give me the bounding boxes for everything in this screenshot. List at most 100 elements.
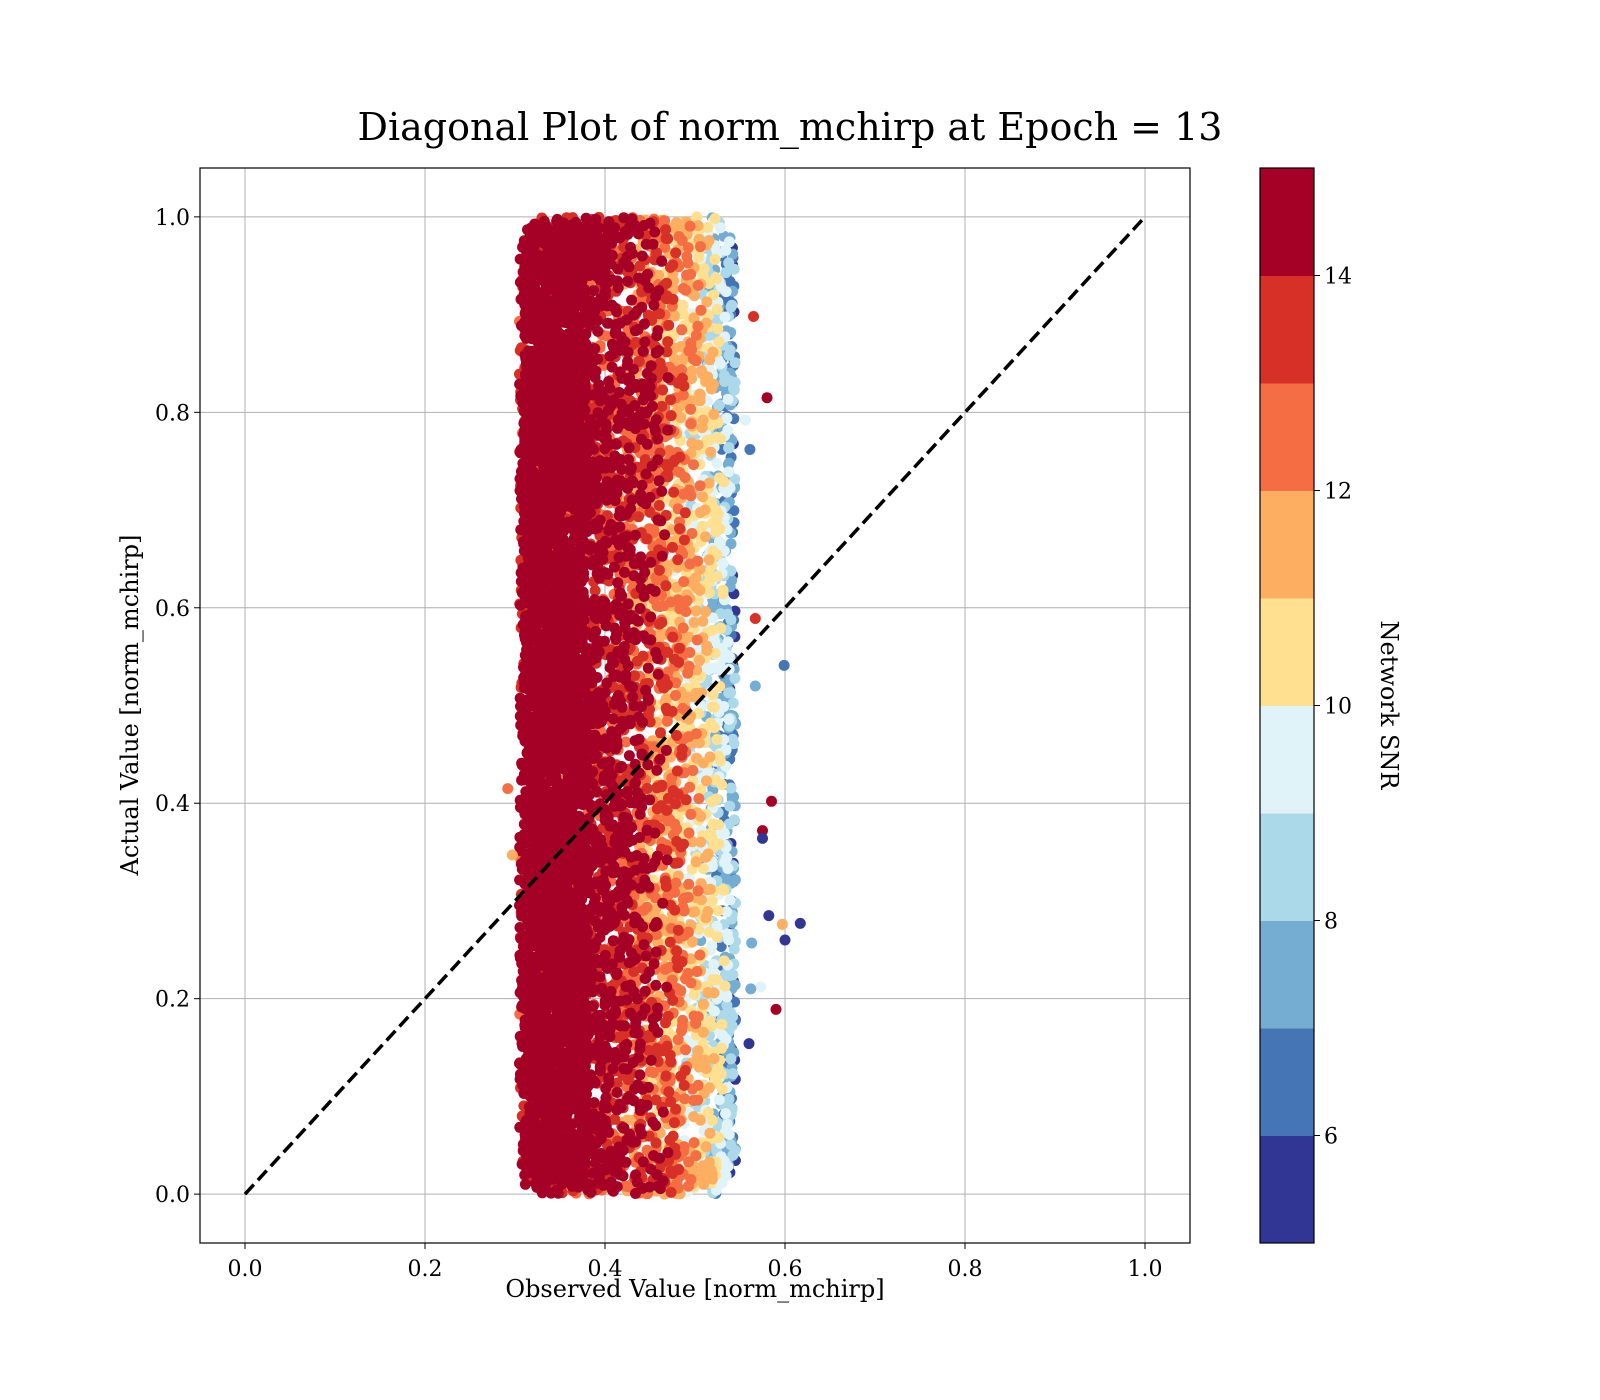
scatter-point xyxy=(723,687,735,699)
chart-title: Diagonal Plot of norm_mchirp at Epoch = … xyxy=(358,105,1223,150)
scatter-point xyxy=(728,814,740,826)
scatter-point xyxy=(676,354,688,366)
scatter-point xyxy=(701,775,712,787)
scatter-point xyxy=(667,541,678,553)
scatter-point xyxy=(653,285,665,297)
scatter-point xyxy=(634,1038,646,1050)
scatter-point xyxy=(676,1025,687,1037)
scatter-point xyxy=(677,372,688,384)
scatter-point xyxy=(727,1068,739,1080)
scatter-point xyxy=(662,424,674,436)
scatter-point xyxy=(679,472,691,483)
scatter-point xyxy=(685,418,697,430)
scatter-point xyxy=(700,606,712,618)
scatter-point xyxy=(697,368,708,380)
scatter-point xyxy=(660,580,672,592)
scatter-point xyxy=(691,966,703,977)
scatter-point xyxy=(670,1103,682,1115)
scatter-point xyxy=(652,850,663,862)
scatter-point xyxy=(723,713,735,725)
scatter-point xyxy=(656,781,667,793)
scatter-point xyxy=(656,550,668,562)
scatter-point xyxy=(724,894,736,906)
scatter-point xyxy=(648,920,660,932)
scatter-point xyxy=(665,394,677,406)
scatter-point xyxy=(712,905,724,917)
scatter-point xyxy=(706,895,718,907)
scatter-point xyxy=(717,584,729,596)
scatter-point xyxy=(690,605,702,617)
scatter-point xyxy=(693,252,705,264)
scatter-point xyxy=(693,793,705,805)
scatter-point xyxy=(638,939,650,951)
scatter-point xyxy=(634,603,646,614)
scatter-point xyxy=(708,959,720,970)
scatter-point xyxy=(671,836,683,847)
scatter-point xyxy=(660,1070,672,1082)
scatter-point xyxy=(709,253,721,265)
scatter-point xyxy=(685,403,697,415)
scatter-point xyxy=(653,345,665,357)
scatter-point xyxy=(723,466,735,478)
scatter-point xyxy=(705,446,717,458)
scatter-point xyxy=(718,476,730,488)
scatter-point xyxy=(724,800,736,812)
scatter-point xyxy=(725,782,737,794)
scatter-point xyxy=(704,1127,716,1139)
scatter-point xyxy=(729,357,741,369)
scatter-point xyxy=(678,488,690,500)
scatter-point xyxy=(680,284,692,296)
scatter-point xyxy=(676,235,688,246)
scatter-point xyxy=(725,1053,737,1065)
scatter-point xyxy=(708,1005,720,1017)
scatter-point xyxy=(698,263,710,275)
scatter-point xyxy=(722,608,734,620)
scatter-point xyxy=(648,958,660,970)
scatter-point xyxy=(697,998,709,1010)
scatter-point xyxy=(661,705,673,717)
scatter-point xyxy=(638,853,650,864)
scatter-point xyxy=(684,220,696,232)
scatter-point xyxy=(692,885,704,897)
scatter-point xyxy=(683,878,695,890)
scatter-point xyxy=(661,854,673,866)
scatter-point xyxy=(729,376,741,388)
scatter-point xyxy=(645,611,657,623)
scatter-point xyxy=(693,1061,705,1073)
scatter-point xyxy=(714,755,726,767)
scatter-point xyxy=(641,438,653,450)
scatter-point xyxy=(721,486,733,498)
scatter-point xyxy=(708,408,720,420)
scatter-point xyxy=(705,383,717,395)
scatter-point xyxy=(679,507,691,519)
scatter-point xyxy=(685,977,697,989)
scatter-point xyxy=(650,979,662,991)
scatter-point xyxy=(690,856,702,868)
scatter-point xyxy=(659,529,671,541)
scatter-point xyxy=(701,644,713,656)
scatter-point xyxy=(668,310,680,322)
scatter-point xyxy=(719,969,731,981)
scatter-point xyxy=(670,247,682,259)
scatter-point xyxy=(660,875,671,887)
scatter-point xyxy=(723,457,735,469)
scatter-point xyxy=(636,250,648,262)
scatter-point xyxy=(655,800,667,812)
scatter-point xyxy=(650,946,662,958)
scatter-point xyxy=(652,325,664,337)
scatter-point xyxy=(691,634,703,646)
scatter-point xyxy=(683,731,695,743)
scatter-point xyxy=(649,226,661,238)
scatter-point xyxy=(681,269,693,281)
scatter-point xyxy=(722,863,734,874)
scatter-point xyxy=(669,454,681,466)
scatter-point xyxy=(656,485,668,497)
scatter-point xyxy=(697,491,709,503)
scatter-point xyxy=(697,615,709,627)
scatter-point xyxy=(648,299,660,311)
scatter-point xyxy=(718,370,730,382)
scatter-point xyxy=(637,862,648,874)
scatter-point xyxy=(678,576,690,588)
scatter-point xyxy=(653,500,665,511)
scatter-point xyxy=(713,336,725,348)
